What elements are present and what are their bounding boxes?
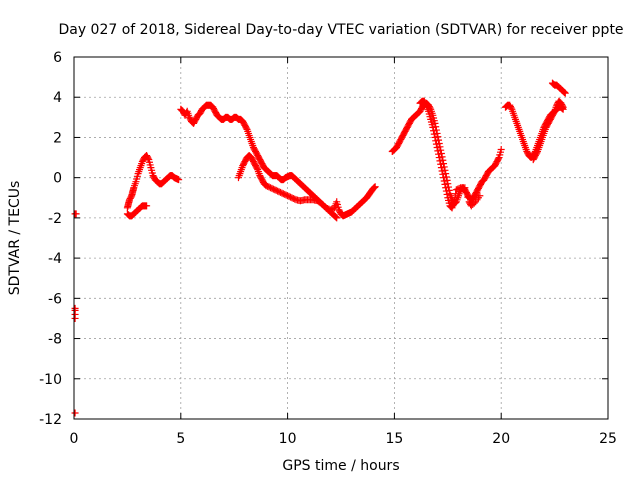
y-tick-label: 4 <box>53 90 62 106</box>
x-axis-label: GPS time / hours <box>282 458 399 474</box>
data-point <box>371 183 379 191</box>
y-axis-label: SDTVAR / TECUs <box>7 181 23 296</box>
data-point <box>175 176 183 184</box>
data-point <box>558 102 566 110</box>
data-point <box>143 202 151 210</box>
data-point <box>242 124 250 132</box>
y-tick-label: -6 <box>48 291 62 307</box>
y-tick-label: 2 <box>53 130 62 146</box>
data-point <box>71 314 79 322</box>
data-point <box>432 140 440 148</box>
data-point <box>431 133 439 141</box>
y-tick-label: 6 <box>53 50 62 66</box>
data-point <box>561 89 569 97</box>
data-point <box>435 154 443 162</box>
data-point <box>442 184 450 192</box>
ticks: 0 5 10 15 20 25 -12 -10 -8 -6 -4 -2 0 2 4 6 <box>39 50 617 447</box>
data-point <box>144 154 152 162</box>
y-tick-label: -10 <box>39 372 62 388</box>
data-point <box>560 88 568 96</box>
data-point <box>494 155 502 163</box>
plot-frame <box>73 56 609 420</box>
data-point <box>437 160 445 168</box>
data-point <box>561 89 569 97</box>
y-tick-label: -12 <box>39 412 62 428</box>
x-tick-label: 20 <box>492 431 510 447</box>
y-tick-label: -2 <box>48 211 62 227</box>
data-point <box>550 109 558 117</box>
data-point <box>333 214 341 222</box>
data-point <box>436 157 444 165</box>
data-point <box>370 183 378 191</box>
x-tick-label: 15 <box>385 431 403 447</box>
grid <box>74 57 608 419</box>
data-point <box>461 184 469 192</box>
data-point <box>443 190 451 198</box>
data-point <box>476 192 484 200</box>
chart-title: Day 027 of 2018, Sidereal Day-to-day VTE… <box>58 22 623 38</box>
data-points <box>71 79 569 417</box>
x-tick-label: 0 <box>70 431 79 447</box>
data-point <box>441 180 449 188</box>
data-point <box>430 130 438 138</box>
data-point <box>435 150 443 158</box>
data-point <box>331 213 339 221</box>
data-point <box>440 174 448 182</box>
data-point <box>442 187 450 195</box>
y-tick-label: 0 <box>53 171 62 187</box>
data-point <box>507 104 515 112</box>
data-point <box>533 149 541 157</box>
data-point <box>430 127 438 135</box>
data-point <box>370 184 378 192</box>
data-point <box>440 177 448 185</box>
y-tick-label: -4 <box>48 251 62 267</box>
data-point <box>439 170 447 178</box>
data-point <box>332 213 340 221</box>
data-point <box>437 164 445 172</box>
data-point <box>422 100 430 108</box>
data-point <box>452 190 460 198</box>
data-point <box>450 198 458 206</box>
data-point <box>433 144 441 151</box>
data-point <box>429 123 437 131</box>
data-point <box>434 147 442 155</box>
x-tick-label: 5 <box>176 431 185 447</box>
data-point <box>559 103 567 111</box>
y-tick-label: -8 <box>48 332 62 348</box>
data-point <box>464 193 472 201</box>
data-point <box>438 167 446 175</box>
data-point <box>462 188 470 196</box>
data-point <box>71 409 79 417</box>
x-tick-label: 10 <box>279 431 297 447</box>
x-tick-label: 25 <box>599 431 617 447</box>
data-point <box>253 164 261 172</box>
data-point <box>451 194 459 202</box>
data-point <box>432 137 440 145</box>
data-point <box>497 146 505 154</box>
